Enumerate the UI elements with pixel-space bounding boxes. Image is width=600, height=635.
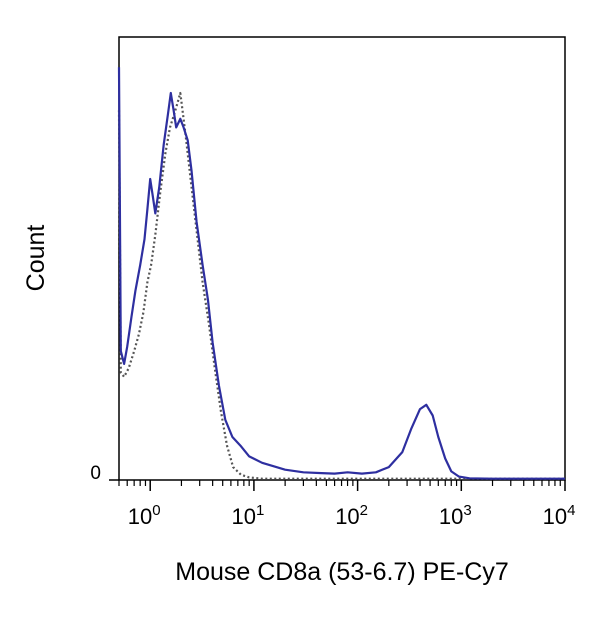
x-axis: 100 101 102 103 104 (118, 480, 576, 529)
plot-frame (118, 36, 566, 481)
isotype-control-line (117, 91, 565, 480)
x-tick-label: 103 (439, 502, 472, 529)
x-tick-label: 100 (128, 502, 161, 529)
x-tick-label: 101 (231, 502, 264, 529)
y-tick-label: 0 (90, 463, 101, 484)
x-axis-label: Mouse CD8a (53-6.7) PE-Cy7 (175, 558, 508, 586)
x-tick-label: 102 (335, 502, 368, 529)
y-axis: 0 (90, 463, 119, 484)
y-axis-label: Count (22, 225, 50, 292)
stained-sample-line (117, 67, 565, 480)
x-tick-label: 104 (543, 502, 576, 529)
series-layer (117, 67, 565, 480)
